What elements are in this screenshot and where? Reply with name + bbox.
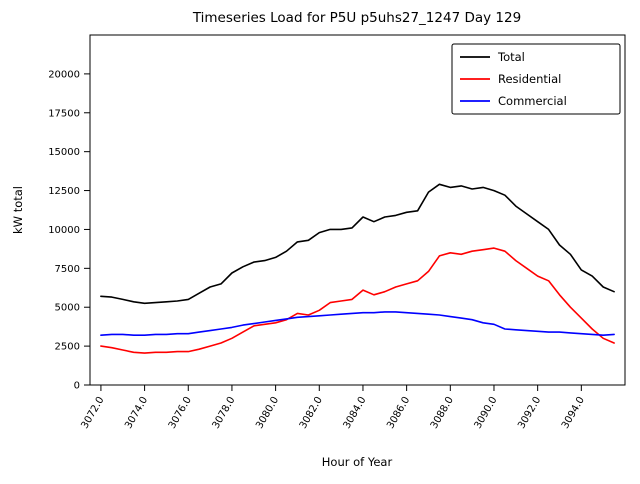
chart-title: Timeseries Load for P5U p5uhs27_1247 Day…: [192, 10, 521, 26]
series-line-total: [100, 183, 615, 305]
x-tick-label: 3076.0: [167, 395, 194, 431]
legend-label-commercial: Commercial: [498, 94, 567, 108]
axis-ticks: 0 2500 5000 7500 10000 12500 15000 17500 20000 30…: [48, 69, 587, 430]
legend-entry-residential: Residential: [460, 72, 561, 86]
series-lines: [100, 183, 615, 354]
x-tick-label: 3092.0: [516, 395, 543, 431]
series-line-residential: [100, 247, 615, 354]
x-axis-label: Hour of Year: [322, 455, 393, 469]
legend-label-total: Total: [497, 50, 525, 64]
x-tick-label: 3094.0: [560, 395, 587, 431]
x-tick-label: 3082.0: [298, 395, 325, 431]
y-axis-label: kW total: [11, 186, 25, 234]
x-tick-label: 3074.0: [123, 395, 150, 431]
y-tick-label: 5000: [55, 303, 80, 314]
legend-entry-commercial: Commercial: [460, 94, 567, 108]
y-tick-label: 10000: [48, 225, 80, 236]
y-tick-label: 20000: [48, 69, 80, 80]
y-tick-label: 17500: [48, 108, 80, 119]
legend-entry-total: Total: [460, 50, 525, 64]
x-tick-label: 3072.0: [79, 395, 106, 431]
x-tick-label: 3086.0: [385, 395, 412, 431]
y-tick-label: 15000: [48, 147, 80, 158]
legend-label-residential: Residential: [498, 72, 561, 86]
x-tick-label: 3080.0: [254, 395, 281, 431]
y-tick-label: 2500: [55, 342, 80, 353]
plot-frame: [89, 34, 626, 386]
y-tick-label: 7500: [55, 264, 80, 275]
x-tick-label: 3090.0: [473, 395, 500, 431]
legend-box: [451, 43, 621, 115]
y-tick-label: 0: [74, 381, 80, 392]
x-tick-label: 3078.0: [211, 395, 238, 431]
x-tick-label: 3088.0: [429, 395, 456, 431]
y-tick-label: 12500: [48, 186, 80, 197]
legend: Total Residential Commercial: [451, 43, 621, 115]
x-tick-label: 3084.0: [342, 395, 369, 431]
series-line-commercial: [100, 311, 615, 337]
